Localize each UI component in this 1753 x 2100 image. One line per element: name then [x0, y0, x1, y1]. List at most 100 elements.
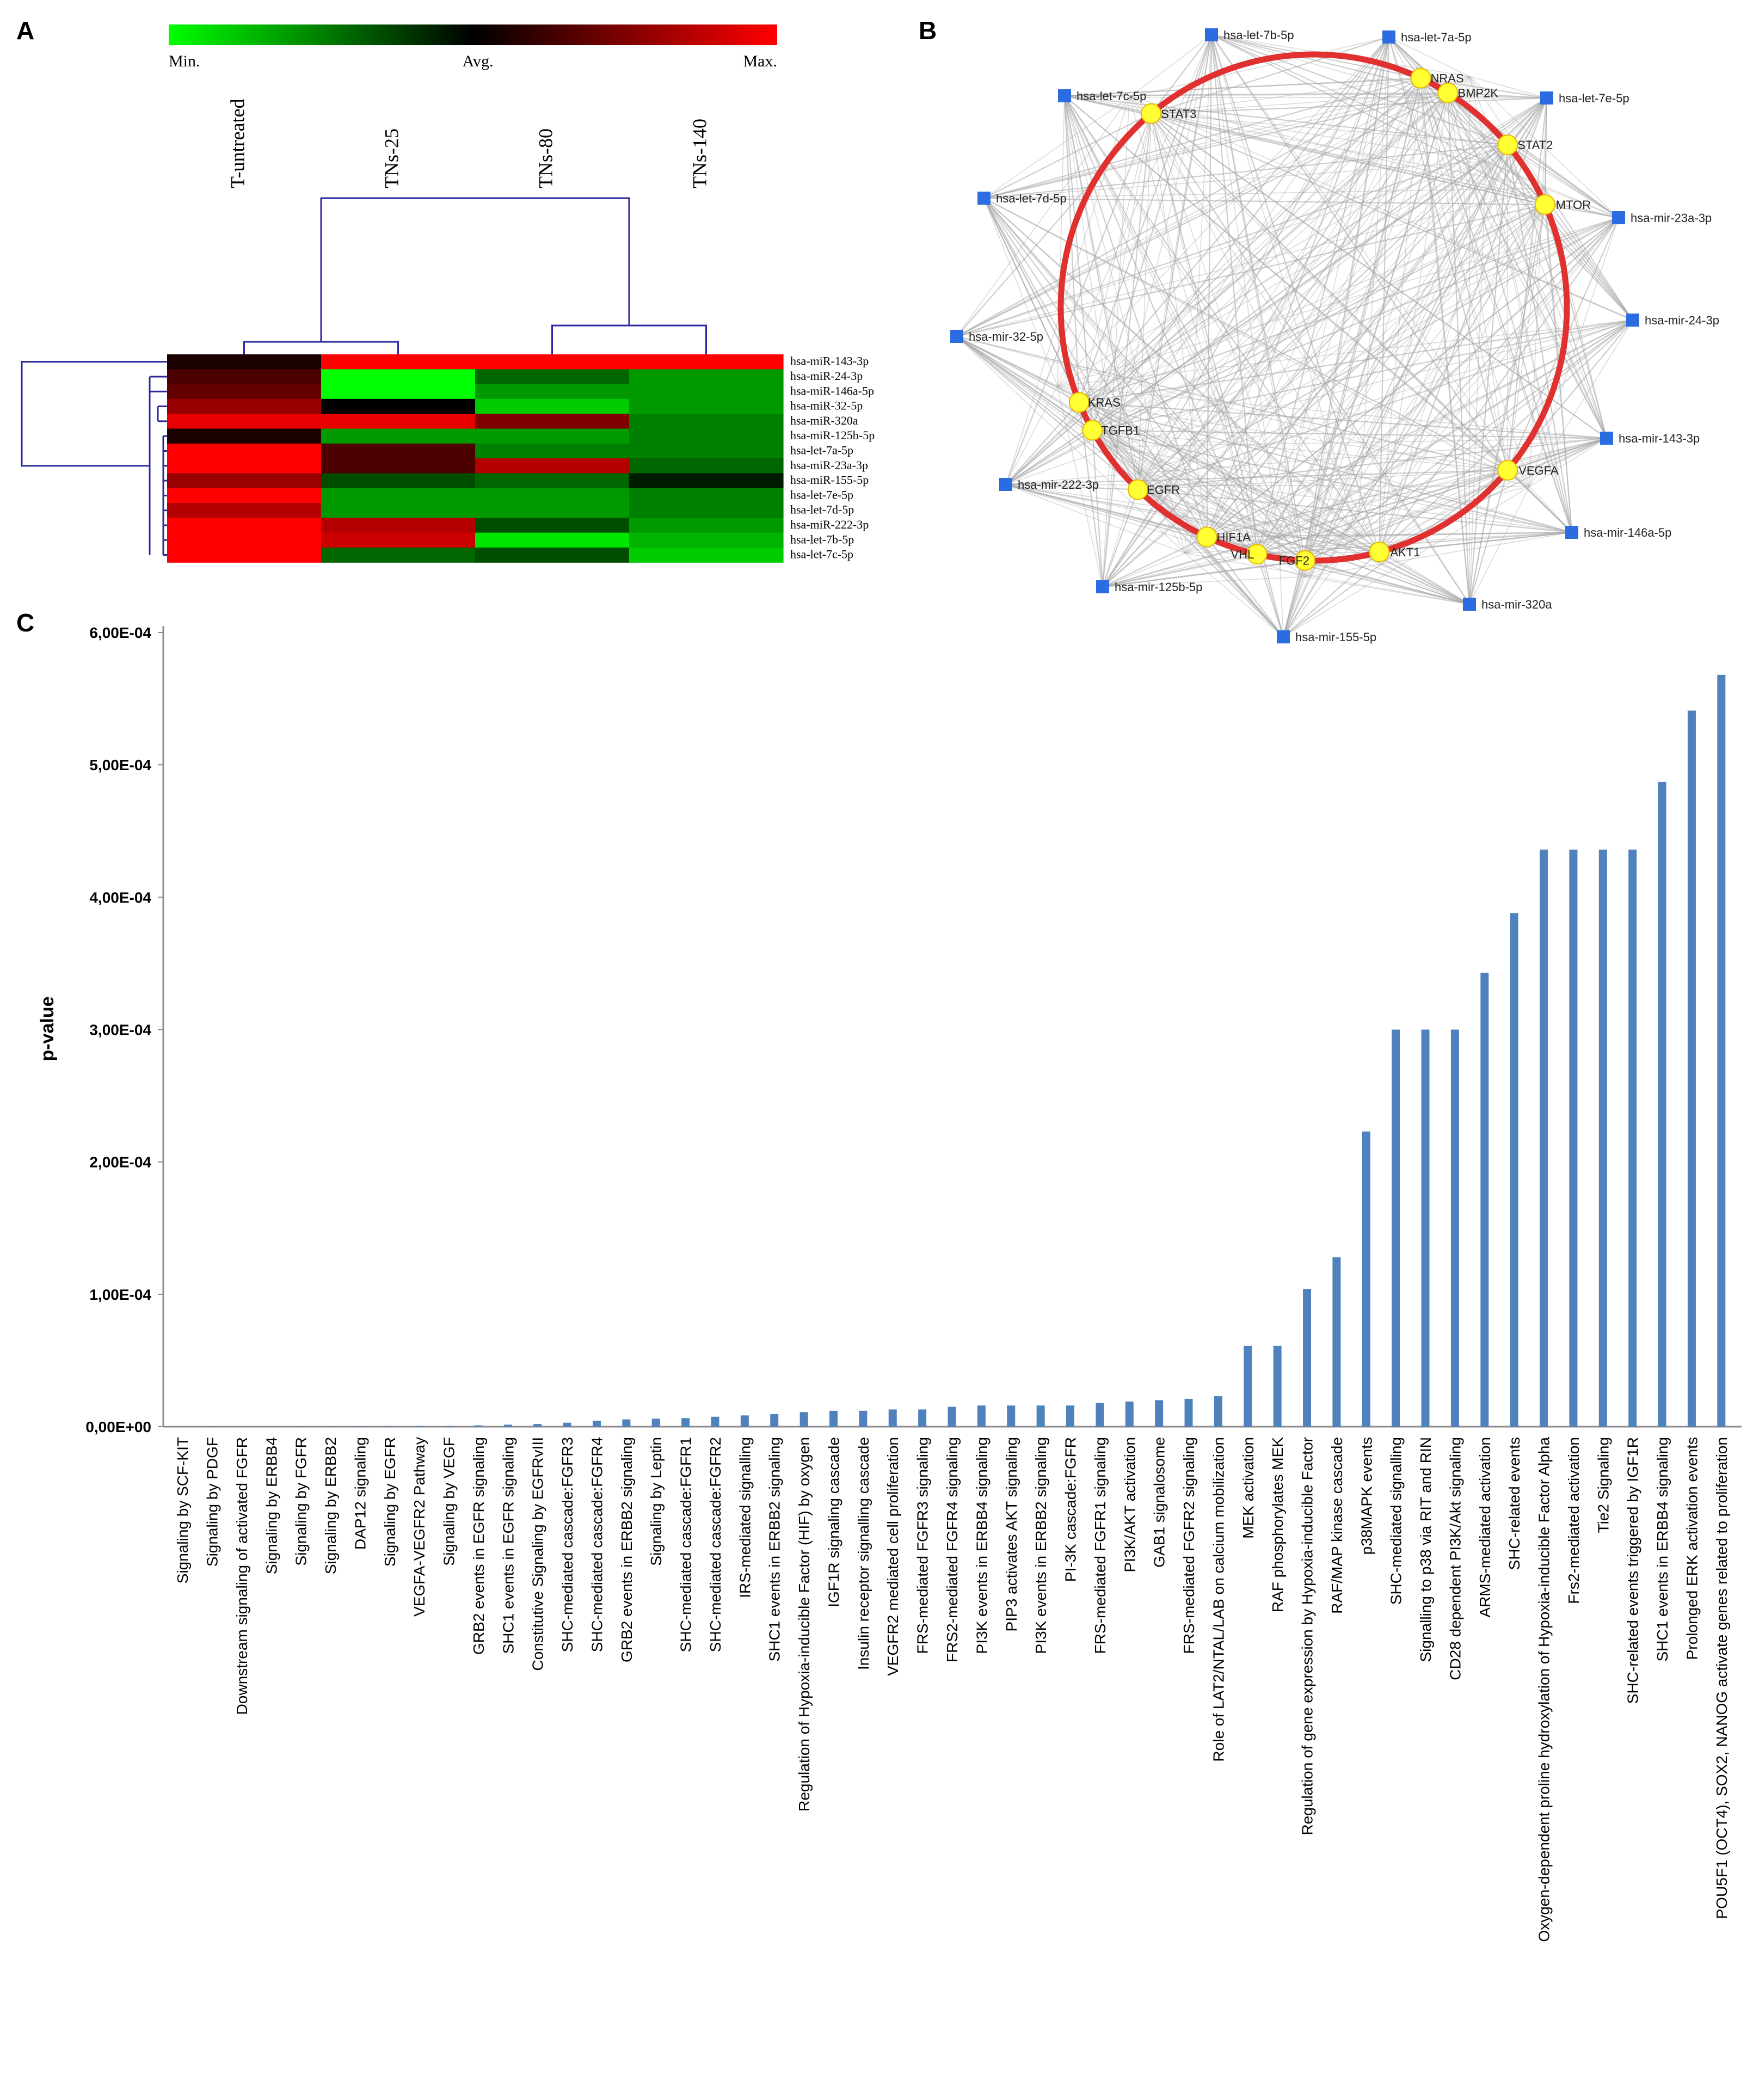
mirna-gene-edge	[1064, 92, 1448, 97]
bar	[1007, 1405, 1016, 1427]
mirna-gene-edge	[1447, 93, 1471, 605]
gene-gene-edge	[1137, 113, 1152, 490]
heatmap-cell	[475, 414, 630, 429]
x-tick-label: p38MAPK events	[1358, 1437, 1375, 1555]
column-label: T-untreated	[227, 99, 249, 188]
mirna-gene-edge	[1064, 77, 1421, 97]
mirna-node	[1565, 526, 1578, 539]
mirna-gene-edge	[1005, 429, 1093, 485]
heatmap-cell	[475, 503, 630, 518]
heatmap-cell	[629, 547, 784, 563]
x-tick-label: Signaling by PDGF	[204, 1437, 221, 1567]
bar	[829, 1410, 838, 1427]
heatmap-cell	[629, 473, 784, 489]
gene-gene-edge	[1137, 144, 1508, 490]
column-dendrogram	[243, 197, 707, 354]
bar	[1184, 1398, 1193, 1427]
heatmap-cell	[321, 458, 476, 474]
gene-gene-edge	[1079, 402, 1508, 471]
gene-gene-edge	[1379, 204, 1546, 552]
gene-node	[1196, 526, 1217, 548]
mirna-gene-edge	[1137, 320, 1633, 474]
mirna-gene-edge	[1064, 95, 1115, 447]
heatmap-cell	[321, 518, 476, 533]
mirna-gene-edge	[1420, 94, 1572, 533]
heatmap-cell	[167, 428, 322, 444]
mirna-gene-edge	[1305, 576, 1470, 605]
y-tick-label: 4,00E-04	[89, 889, 151, 906]
bar	[622, 1419, 631, 1427]
gene-label: VHL	[1231, 548, 1254, 561]
mirna-gene-edge	[956, 76, 1470, 337]
mirna-gene-edge	[1063, 95, 1093, 431]
bar-series	[178, 674, 1726, 1427]
mirna-gene-edge	[1211, 34, 1306, 577]
gene-label: VEGFA	[1518, 464, 1559, 477]
mirna-gene-edge	[1420, 94, 1633, 321]
scale-min-label: Min.	[169, 52, 200, 70]
heatmap-cell	[475, 518, 630, 533]
gene-node	[1497, 459, 1518, 481]
gene-node	[1294, 550, 1315, 571]
mirna-gene-edge	[1485, 161, 1607, 439]
bar	[1510, 913, 1518, 1427]
bar	[1303, 1289, 1312, 1427]
bar	[1332, 1257, 1341, 1427]
gene-gene-edge	[1447, 93, 1546, 205]
mirna-gene-edge	[1283, 470, 1508, 637]
mirna-gene-edge	[1078, 34, 1213, 403]
mirna-gene-edge	[1063, 95, 1139, 490]
gene-gene-edge	[1257, 551, 1380, 555]
heatmap-cell	[167, 488, 322, 503]
mirna-gene-edge	[1151, 113, 1607, 439]
dendrogram-branch	[21, 361, 167, 467]
mirna-node	[977, 192, 991, 205]
x-tick-label: ARMS-mediated activation	[1477, 1437, 1493, 1617]
mirna-gene-edge	[1057, 97, 1547, 386]
mirna-gene-edge	[983, 198, 1358, 536]
mirna-gene-edge	[1064, 95, 1508, 471]
column-label: TNs-140	[689, 119, 711, 188]
mirna-label: hsa-mir-23a-3p	[1631, 211, 1712, 225]
x-tick-label: Downstream signaling of activated FGFR	[233, 1437, 250, 1715]
y-tick-label: 2,00E-04	[89, 1154, 151, 1171]
gene-gene-edge	[1092, 429, 1380, 552]
mirna-gene-edge	[1529, 217, 1619, 487]
mirna-gene-edge	[1102, 554, 1257, 588]
mirna-gene-edge	[983, 77, 1421, 199]
mirna-gene-edge	[1283, 204, 1546, 637]
x-tick-label: VEGFR2 mediated cell proliferation	[884, 1437, 901, 1676]
mirna-node	[1600, 432, 1613, 445]
mirna-gene-edge	[1129, 97, 1633, 321]
gene-gene-edge	[1420, 78, 1508, 471]
gene-gene-edge	[1079, 204, 1546, 403]
mirna-gene-edge	[1485, 161, 1572, 533]
gene-gene-edge	[1137, 489, 1306, 561]
heatmap-cell	[629, 458, 784, 474]
x-tick-label: PI3K events in ERBB2 signaling	[1032, 1437, 1049, 1654]
mirna-gene-edge	[956, 336, 1208, 538]
mirna-label: hsa-let-7a-5p	[1401, 30, 1472, 44]
x-tick-label: Constitutive Signaling by EGFRvIII	[530, 1437, 546, 1671]
mirna-gene-edge	[1102, 469, 1508, 588]
mirna-label: hsa-let-7d-5p	[996, 192, 1067, 205]
mirna-gene-edge	[983, 198, 1530, 487]
mirna-gene-edge	[1283, 486, 1530, 637]
gene-gene-edge	[1092, 113, 1152, 431]
x-tick-label: Frs2-mediated activation	[1565, 1437, 1582, 1604]
mirna-gene-edge	[1185, 438, 1607, 554]
row-label: hsa-miR-143-3p	[790, 354, 869, 368]
mirna-gene-edge	[956, 336, 1186, 554]
mirna-node	[1277, 630, 1290, 643]
mirna-gene-edge	[983, 97, 1130, 199]
x-tick-label: Signaling by EGFR	[382, 1437, 398, 1567]
heatmap-cell	[321, 428, 476, 444]
heatmap-cell	[321, 384, 476, 400]
mirna-gene-edge	[1545, 204, 1619, 219]
mirna-gene-edge	[983, 198, 1280, 538]
gene-gene-edge	[1137, 93, 1448, 490]
gene-gene-edge	[1206, 204, 1546, 537]
mirna-gene-edge	[1079, 402, 1470, 605]
mirna-node	[1612, 211, 1625, 224]
gene-gene-edge	[1151, 113, 1258, 555]
